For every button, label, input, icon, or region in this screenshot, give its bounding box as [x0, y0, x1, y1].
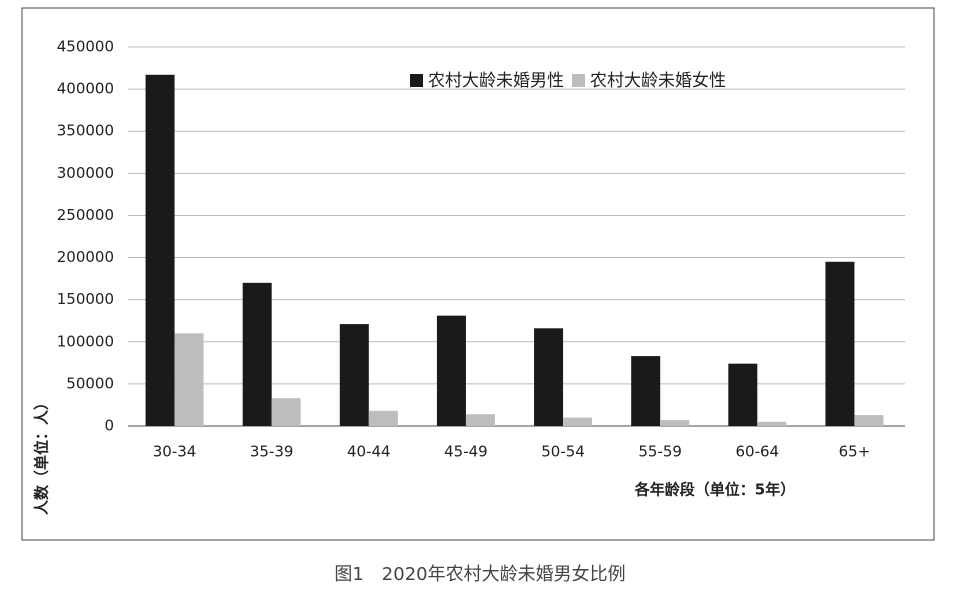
caption: 图1 2020年农村大龄未婚男女比例 — [334, 564, 625, 585]
bar — [174, 333, 204, 426]
legend-label: 农村大龄未婚男性 — [428, 71, 564, 91]
x-tick-label: 55-59 — [638, 443, 682, 461]
y-tick-label: 150000 — [57, 290, 114, 308]
x-tick-label: 35-39 — [250, 443, 294, 461]
bar — [145, 74, 175, 426]
bar — [368, 410, 398, 426]
bar — [563, 417, 593, 426]
bar — [436, 315, 466, 426]
y-tick-label: 400000 — [57, 80, 114, 98]
legend-label: 农村大龄未婚女性 — [590, 71, 726, 91]
y-axis-label: 人数（单位：人） — [33, 395, 51, 515]
bar — [631, 356, 661, 426]
x-tick-label: 30-34 — [153, 443, 197, 461]
bar — [854, 415, 884, 426]
bar — [660, 420, 690, 426]
bar — [242, 282, 272, 426]
bar — [728, 363, 758, 426]
chart-frame — [21, 7, 935, 541]
x-tick-label: 40-44 — [347, 443, 391, 461]
bar — [757, 421, 787, 426]
x-tick-label: 60-64 — [736, 443, 780, 461]
y-tick-label: 450000 — [57, 38, 114, 56]
x-tick-label: 65+ — [839, 443, 871, 461]
legend-swatch — [572, 74, 585, 87]
legend-swatch — [410, 74, 423, 87]
x-tick-label: 45-49 — [444, 443, 488, 461]
y-tick-label: 100000 — [57, 332, 114, 350]
y-tick-label: 350000 — [57, 122, 114, 140]
x-axis-label: 各年龄段（单位：5年） — [634, 481, 795, 499]
y-tick-label: 250000 — [57, 206, 114, 224]
bar — [534, 328, 564, 426]
bar — [465, 414, 495, 426]
x-tick-label: 50-54 — [541, 443, 585, 461]
bar — [339, 324, 369, 426]
y-tick-label: 200000 — [57, 248, 114, 266]
bar — [271, 398, 301, 426]
y-tick-label: 50000 — [66, 374, 114, 392]
y-tick-label: 300000 — [57, 164, 114, 182]
bar — [825, 261, 855, 426]
y-tick-label: 0 — [104, 417, 114, 435]
